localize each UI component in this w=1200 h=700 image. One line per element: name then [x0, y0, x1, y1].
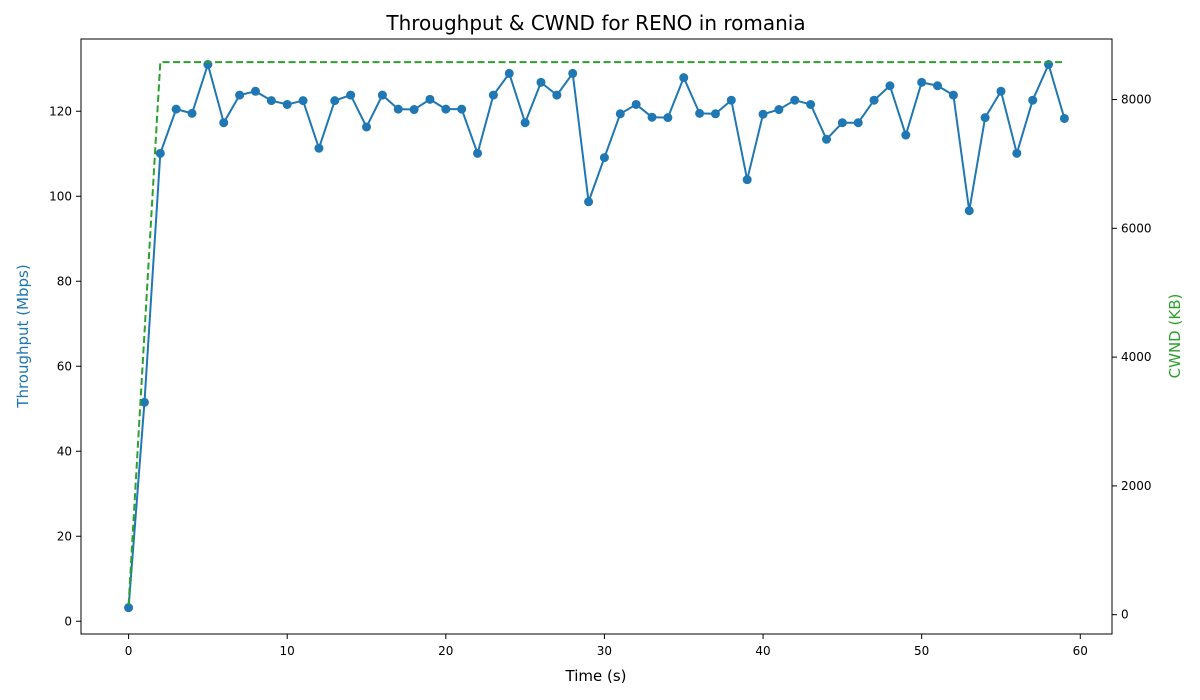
- throughput-point: [441, 104, 451, 114]
- left-y-tick-label: 0: [64, 614, 72, 628]
- throughput-point: [250, 86, 260, 96]
- throughput-point: [726, 95, 736, 105]
- throughput-point: [964, 206, 974, 216]
- left-axis-label: Throughput (Mbps): [14, 264, 32, 408]
- throughput-point: [346, 90, 356, 100]
- throughput-point: [282, 99, 292, 109]
- throughput-point: [679, 73, 689, 83]
- left-axis: 0 20 40 60 80 100 120: [49, 104, 81, 628]
- throughput-point: [584, 197, 594, 207]
- throughput-point: [695, 108, 705, 118]
- x-tick-label: 40: [755, 644, 770, 658]
- throughput-point: [663, 113, 673, 123]
- throughput-point: [520, 118, 530, 128]
- throughput-point: [139, 397, 149, 407]
- throughput-point: [710, 109, 720, 119]
- throughput-point: [885, 81, 895, 91]
- right-y-tick-label: 6000: [1121, 221, 1152, 235]
- x-tick-label: 30: [597, 644, 612, 658]
- right-y-tick-label: 4000: [1121, 350, 1152, 364]
- throughput-point: [901, 130, 911, 140]
- throughput-point: [742, 175, 752, 185]
- chart-title: Throughput & CWND for RENO in romania: [385, 11, 805, 35]
- x-tick-label: 0: [125, 644, 133, 658]
- throughput-point: [457, 104, 467, 114]
- left-y-tick-label: 100: [49, 189, 72, 203]
- throughput-point: [774, 105, 784, 115]
- x-tick-label: 20: [438, 644, 453, 658]
- throughput-point: [615, 109, 625, 119]
- plot-area: [80, 38, 1113, 635]
- throughput-point: [980, 113, 990, 123]
- throughput-point: [821, 134, 831, 144]
- x-tick-label: 10: [280, 644, 295, 658]
- x-tick-label: 60: [1073, 644, 1088, 658]
- throughput-point: [933, 81, 943, 91]
- cwnd-line: [127, 61, 1065, 606]
- throughput-point: [187, 108, 197, 118]
- throughput-point: [330, 96, 340, 106]
- throughput-point: [219, 118, 229, 128]
- x-tick-label: 50: [914, 644, 929, 658]
- left-y-tick-label: 120: [49, 104, 72, 118]
- throughput-point: [917, 77, 927, 87]
- throughput-point: [235, 90, 245, 100]
- left-y-tick-label: 20: [57, 529, 72, 543]
- right-axis-label: CWND (KB): [1166, 294, 1184, 379]
- throughput-point: [425, 94, 435, 104]
- throughput-point: [536, 77, 546, 87]
- left-y-tick-label: 80: [57, 274, 72, 288]
- throughput-point: [996, 86, 1006, 96]
- throughput-point: [124, 603, 134, 613]
- plot-frame: [80, 38, 1113, 635]
- right-y-tick-label: 2000: [1121, 479, 1152, 493]
- throughput-point: [647, 112, 657, 122]
- throughput-point: [853, 118, 863, 128]
- throughput-point: [171, 104, 181, 114]
- throughput-point: [552, 90, 562, 100]
- right-axis: 0 2000 4000 6000 8000: [1112, 93, 1152, 622]
- throughput-point: [806, 99, 816, 109]
- throughput-point: [266, 96, 276, 106]
- throughput-point: [488, 90, 498, 100]
- throughput-point: [362, 122, 372, 132]
- throughput-point: [155, 148, 165, 158]
- throughput-point: [298, 96, 308, 106]
- throughput-point: [1012, 148, 1022, 158]
- throughput-point: [504, 68, 514, 78]
- throughput-point: [377, 90, 387, 100]
- throughput-point: [631, 99, 641, 109]
- throughput-point: [1028, 95, 1038, 105]
- throughput-point: [314, 143, 324, 153]
- throughput-point: [948, 90, 958, 100]
- throughput-point: [837, 118, 847, 128]
- throughput-point: [869, 95, 879, 105]
- bottom-axis: 0 10 20 30 40 50 60: [125, 634, 1088, 658]
- throughput-point: [790, 95, 800, 105]
- left-y-tick-label: 60: [57, 359, 72, 373]
- throughput-point: [393, 104, 403, 114]
- throughput-point: [599, 153, 609, 163]
- right-y-tick-label: 8000: [1121, 93, 1152, 107]
- throughput-point: [409, 105, 419, 115]
- right-y-tick-label: 0: [1121, 608, 1129, 622]
- throughput-point: [473, 148, 483, 158]
- throughput-point: [1059, 113, 1069, 123]
- throughput-point: [758, 109, 768, 119]
- throughput-point: [568, 68, 578, 78]
- x-axis-label: Time (s): [565, 667, 627, 685]
- left-y-tick-label: 40: [57, 444, 72, 458]
